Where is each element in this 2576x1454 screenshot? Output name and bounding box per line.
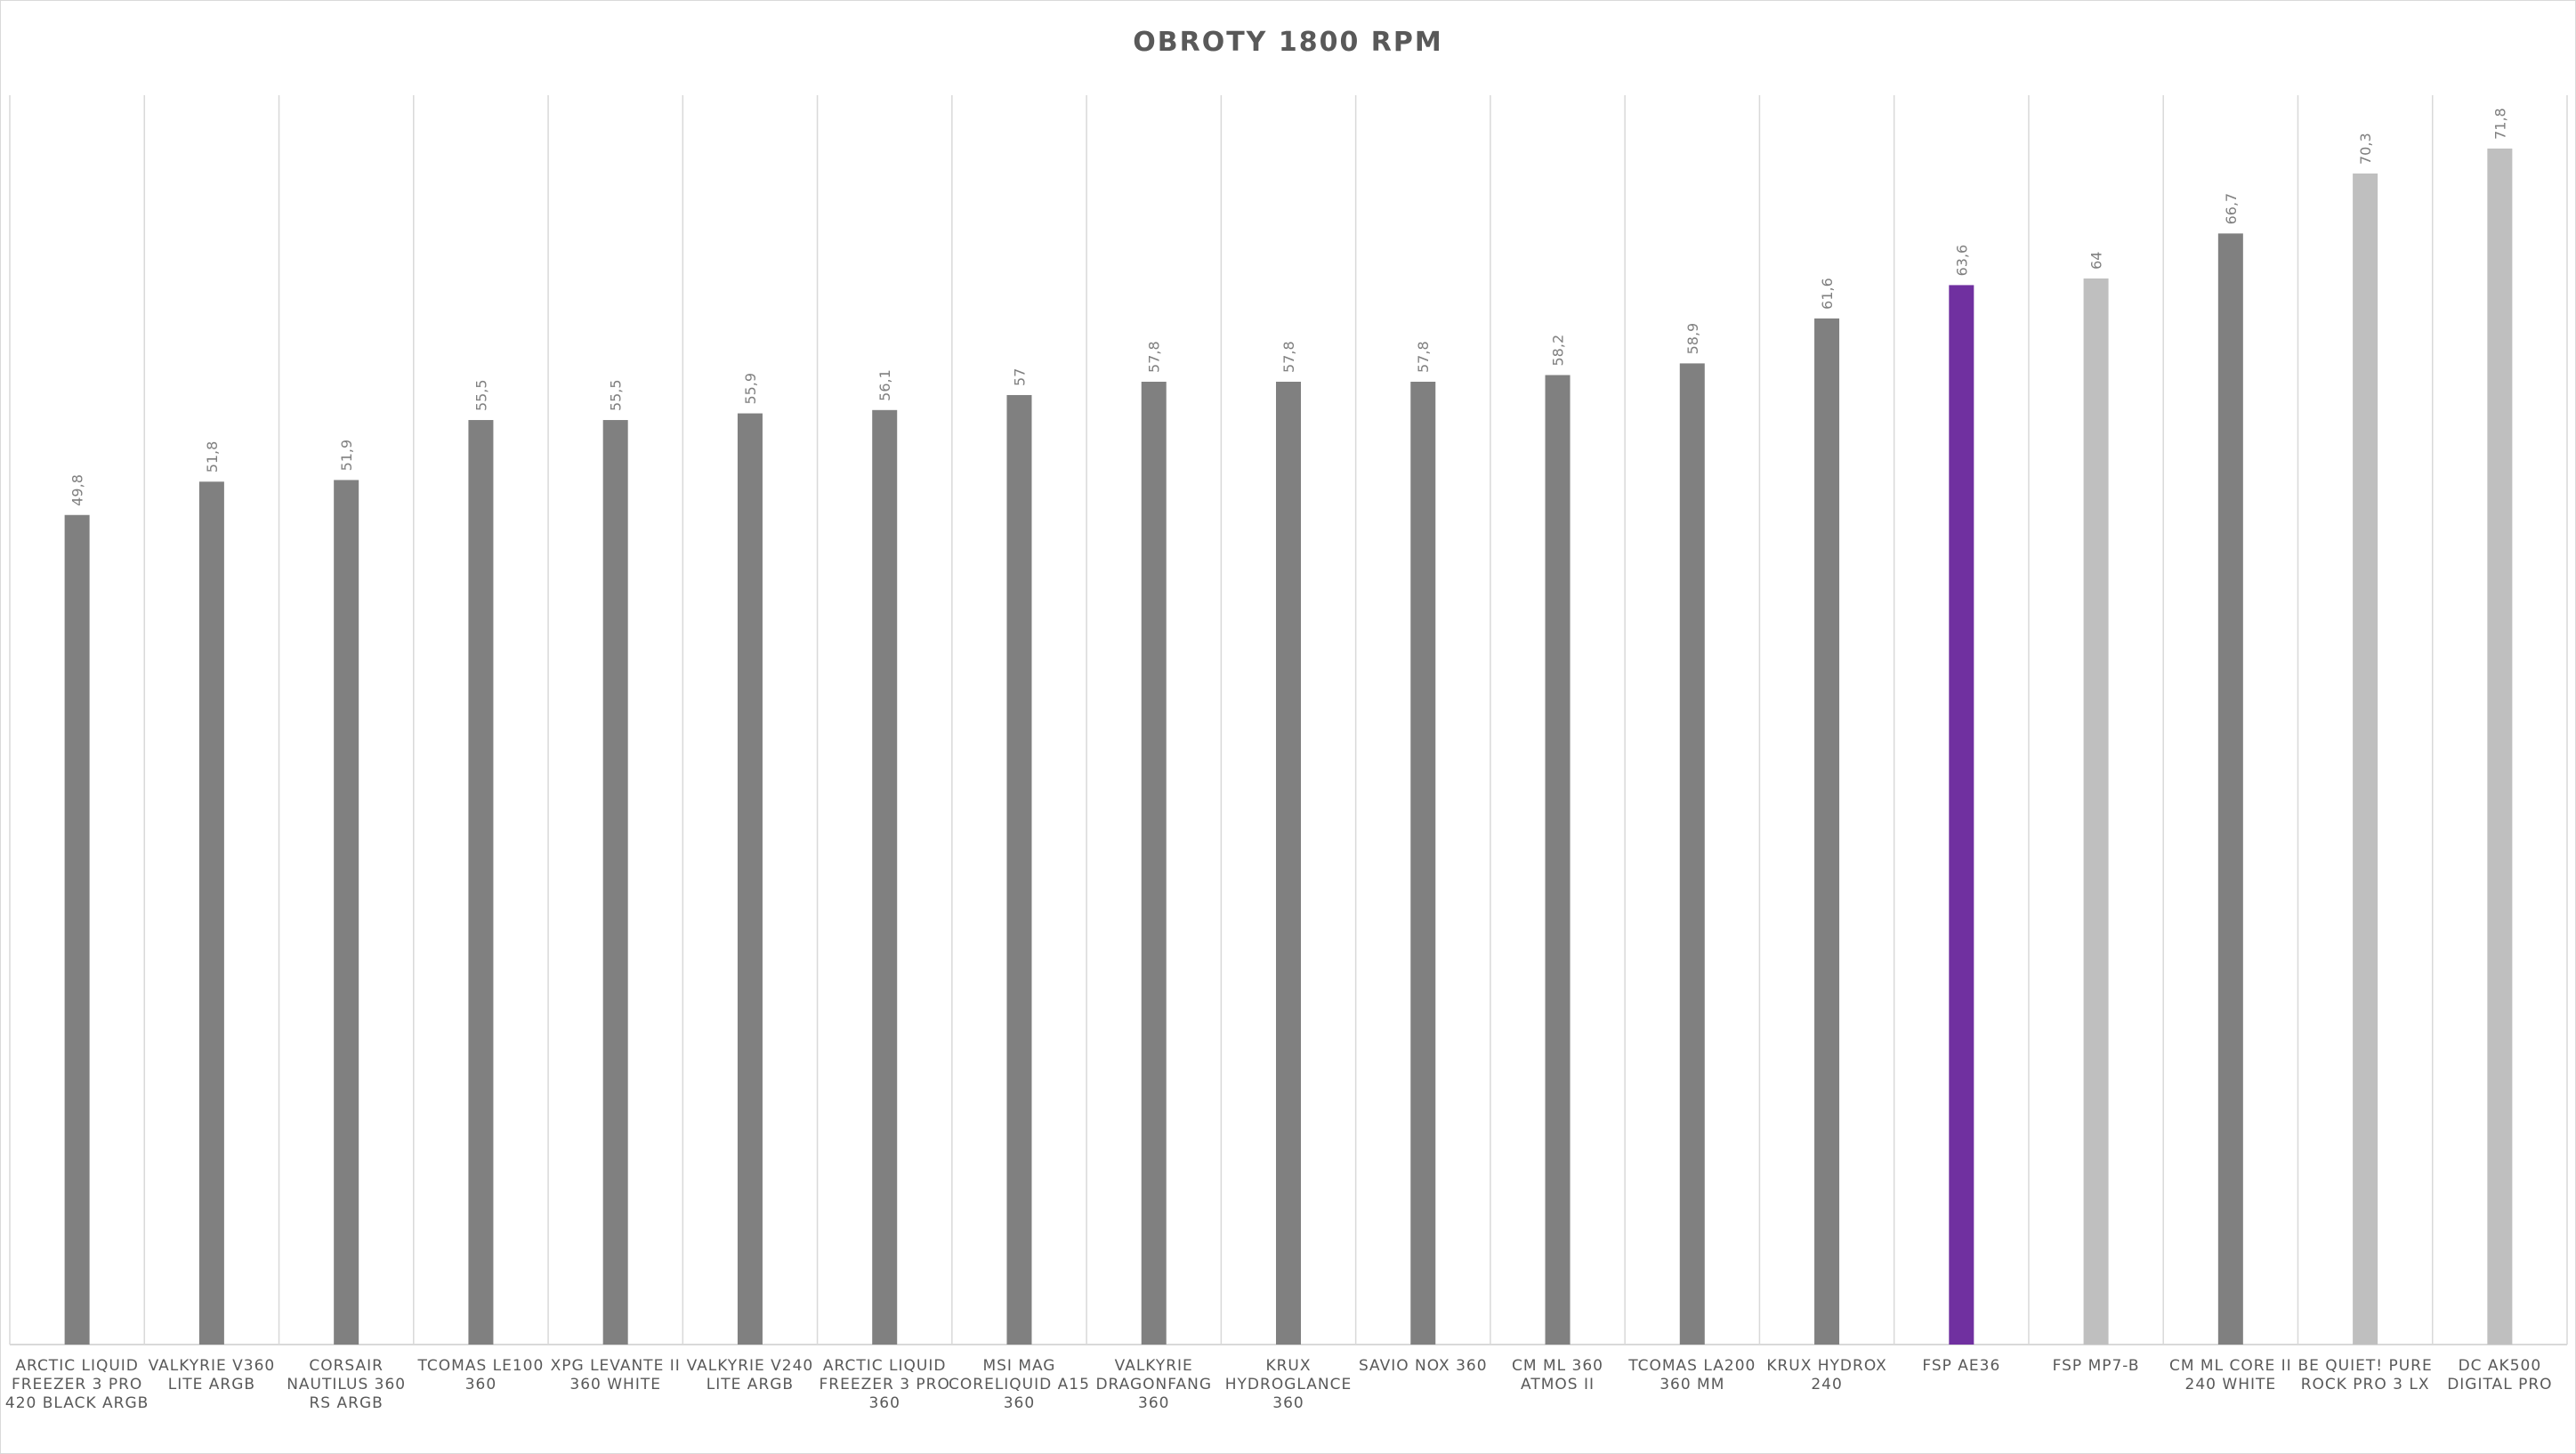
category-label: TCOMAS LA200 bbox=[1627, 1357, 1756, 1375]
bar bbox=[64, 514, 90, 1345]
data-label: 63,6 bbox=[1953, 245, 1970, 277]
category-label: DRAGONFANG bbox=[1095, 1376, 1212, 1393]
category-label: 360 bbox=[465, 1376, 497, 1393]
category-label: CORELIQUID A15 bbox=[949, 1376, 1090, 1393]
bar bbox=[2487, 148, 2513, 1345]
category-label: LITE ARGB bbox=[168, 1376, 255, 1393]
category-label: FREEZER 3 PRO bbox=[820, 1376, 950, 1393]
data-label: 57,8 bbox=[1415, 341, 1432, 373]
category-label: ARCTIC LIQUID bbox=[15, 1357, 139, 1375]
data-label: 58,9 bbox=[1684, 323, 1701, 355]
category-label: CM ML 360 bbox=[1512, 1357, 1603, 1375]
data-label: 55,5 bbox=[608, 379, 625, 411]
bar bbox=[602, 420, 628, 1345]
chart-title: OBROTY 1800 RPM bbox=[1133, 27, 1443, 58]
category-label: FSP MP7-B bbox=[2053, 1357, 2140, 1375]
bar bbox=[198, 481, 224, 1345]
data-label: 66,7 bbox=[2223, 193, 2240, 225]
data-label: 64 bbox=[2088, 252, 2105, 270]
bar bbox=[1410, 381, 1436, 1345]
category-label: CM ML CORE II bbox=[2169, 1357, 2292, 1375]
category-label: TCOMAS LE100 bbox=[417, 1357, 545, 1375]
bar bbox=[737, 413, 763, 1345]
bar bbox=[2083, 278, 2109, 1345]
data-label: 57 bbox=[1011, 368, 1028, 386]
category-label: 360 bbox=[1138, 1394, 1169, 1412]
category-label: DIGITAL PRO bbox=[2447, 1376, 2552, 1393]
data-label: 61,6 bbox=[1819, 278, 1836, 310]
bar bbox=[1545, 375, 1571, 1345]
category-label: NAUTILUS 360 bbox=[287, 1376, 406, 1393]
bar bbox=[1006, 394, 1032, 1345]
category-label: 360 bbox=[1272, 1394, 1304, 1412]
category-label: BE QUIET! PURE bbox=[2297, 1357, 2432, 1375]
category-label: 360 MM bbox=[1659, 1376, 1724, 1393]
data-label: 70,3 bbox=[2357, 133, 2374, 165]
bar bbox=[872, 409, 898, 1345]
data-label: 56,1 bbox=[876, 369, 893, 401]
bar bbox=[1949, 285, 1974, 1345]
category-label: 240 bbox=[1811, 1376, 1842, 1393]
category-label: KRUX HYDROX bbox=[1766, 1357, 1886, 1375]
category-label: VALKYRIE bbox=[1115, 1357, 1193, 1375]
category-label: HYDROGLANCE bbox=[1225, 1376, 1352, 1393]
category-label: XPG LEVANTE II bbox=[551, 1357, 681, 1375]
category-label: VALKYRIE V360 bbox=[149, 1357, 276, 1375]
data-label: 71,8 bbox=[2491, 108, 2508, 140]
bar bbox=[1276, 381, 1301, 1345]
category-label: 360 bbox=[868, 1394, 900, 1412]
data-label: 55,9 bbox=[742, 373, 759, 405]
category-label: VALKYRIE V240 bbox=[687, 1357, 814, 1375]
category-label: LITE ARGB bbox=[707, 1376, 794, 1393]
bar bbox=[2353, 173, 2378, 1345]
data-label: 49,8 bbox=[69, 474, 86, 506]
data-label: 57,8 bbox=[1280, 341, 1297, 373]
category-label: 360 WHITE bbox=[569, 1376, 661, 1393]
category-label: ROCK PRO 3 LX bbox=[2301, 1376, 2430, 1393]
bar bbox=[1141, 381, 1167, 1345]
category-label: 420 BLACK ARGB bbox=[5, 1394, 149, 1412]
category-label: FREEZER 3 PRO bbox=[12, 1376, 142, 1393]
bar bbox=[334, 480, 359, 1345]
data-label: 55,5 bbox=[472, 379, 489, 411]
category-label: RS ARGB bbox=[310, 1394, 384, 1412]
bar bbox=[1679, 363, 1705, 1345]
category-label: FSP AE36 bbox=[1922, 1357, 2000, 1375]
bar bbox=[1814, 318, 1840, 1345]
bar bbox=[2217, 233, 2243, 1345]
data-label: 57,8 bbox=[1146, 341, 1163, 373]
category-label: 360 bbox=[1004, 1394, 1035, 1412]
bar bbox=[468, 420, 494, 1345]
category-label: MSI MAG bbox=[982, 1357, 1055, 1375]
category-label: 240 WHITE bbox=[2185, 1376, 2277, 1393]
category-label: ARCTIC LIQUID bbox=[823, 1357, 947, 1375]
data-label: 51,9 bbox=[338, 440, 355, 472]
data-label: 51,8 bbox=[204, 441, 221, 473]
category-label: ATMOS II bbox=[1521, 1376, 1595, 1393]
category-label: CORSAIR bbox=[309, 1357, 384, 1375]
category-label: DC AK500 bbox=[2459, 1357, 2542, 1375]
category-label: SAVIO NOX 360 bbox=[1359, 1357, 1488, 1375]
category-label: KRUX bbox=[1265, 1357, 1311, 1375]
data-label: 58,2 bbox=[1550, 335, 1567, 367]
